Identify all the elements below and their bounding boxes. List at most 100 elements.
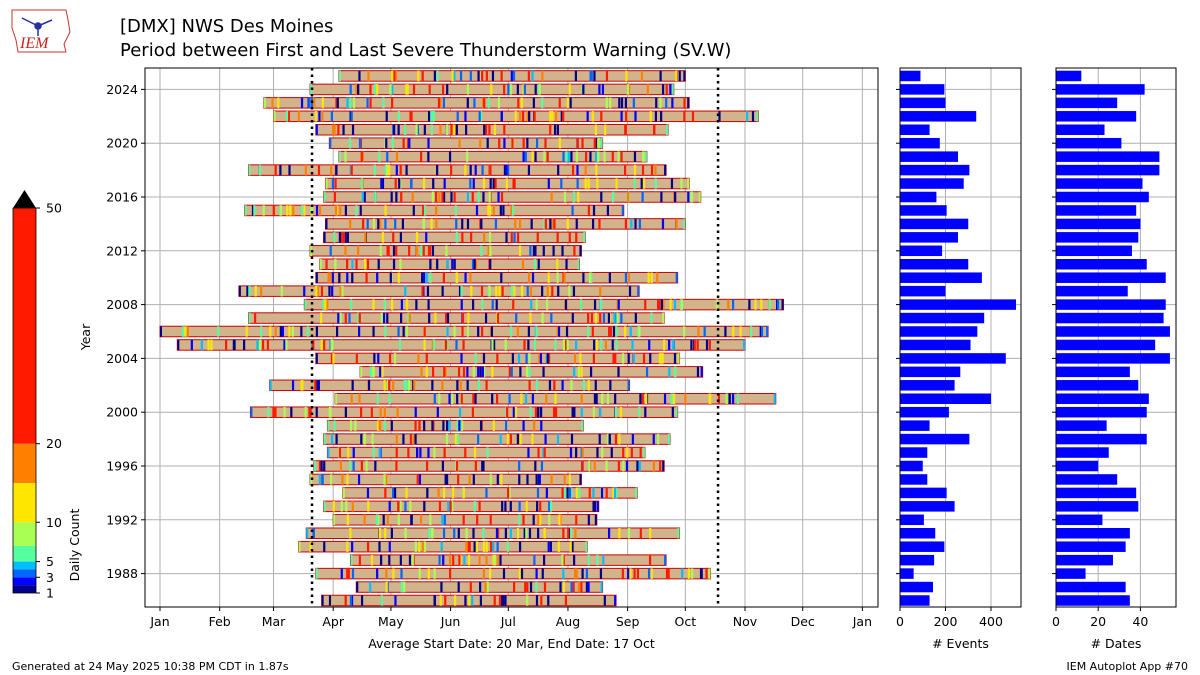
daily-count-stripe	[630, 218, 633, 230]
count-bar	[900, 285, 946, 297]
x-axis-label: # Events	[932, 636, 989, 651]
daily-count-stripe	[426, 487, 429, 499]
daily-count-stripe	[395, 245, 398, 257]
daily-count-stripe	[521, 259, 525, 270]
daily-count-stripe	[400, 568, 403, 579]
daily-count-stripe	[409, 433, 413, 445]
daily-count-stripe	[518, 245, 522, 257]
count-bar	[900, 111, 977, 122]
daily-count-stripe	[405, 326, 408, 337]
daily-count-stripe	[614, 595, 617, 606]
daily-count-stripe	[656, 272, 659, 283]
daily-count-stripe	[446, 326, 449, 337]
daily-count-stripe	[629, 568, 632, 579]
daily-count-stripe	[671, 406, 674, 418]
x-tick-label: Jan	[149, 614, 169, 629]
daily-count-stripe	[541, 568, 544, 579]
daily-count-stripe	[547, 353, 551, 364]
daily-count-stripe	[545, 393, 548, 404]
daily-count-stripe	[487, 97, 490, 109]
daily-count-stripe	[675, 70, 678, 82]
daily-count-stripe	[348, 137, 352, 149]
daily-count-stripe	[410, 514, 413, 526]
daily-count-stripe	[390, 299, 394, 310]
daily-count-stripe	[411, 191, 414, 203]
daily-count-stripe	[532, 514, 535, 526]
daily-count-stripe	[568, 528, 572, 539]
daily-count-stripe	[472, 474, 475, 485]
daily-count-stripe	[547, 541, 550, 552]
daily-count-stripe	[500, 474, 503, 485]
daily-count-stripe	[380, 595, 384, 606]
daily-count-stripe	[505, 178, 508, 189]
daily-count-stripe	[288, 326, 291, 337]
daily-count-stripe	[315, 568, 318, 579]
count-bar	[900, 124, 930, 135]
daily-count-stripe	[600, 137, 603, 149]
daily-count-stripe	[335, 97, 338, 109]
daily-count-stripe	[474, 393, 477, 404]
daily-count-stripe	[593, 137, 596, 149]
daily-count-stripe	[536, 232, 539, 243]
daily-count-stripe	[522, 111, 525, 122]
daily-count-stripe	[374, 460, 377, 472]
daily-count-stripe	[456, 393, 459, 404]
daily-count-stripe	[556, 433, 560, 445]
daily-count-stripe	[397, 501, 400, 512]
daily-count-stripe	[641, 164, 645, 176]
daily-count-stripe	[498, 137, 501, 149]
daily-count-stripe	[352, 97, 356, 109]
daily-count-stripe	[344, 205, 347, 216]
daily-count-stripe	[617, 151, 620, 162]
daily-count-stripe	[489, 259, 492, 270]
count-bar	[900, 366, 961, 378]
daily-count-stripe	[581, 447, 584, 458]
daily-count-stripe	[540, 406, 543, 418]
events-panel: 0 200 400# Events	[896, 67, 1022, 651]
daily-count-stripe	[549, 111, 552, 122]
daily-count-stripe	[652, 460, 655, 472]
daily-count-stripe	[395, 447, 398, 458]
daily-count-stripe	[352, 447, 355, 458]
daily-count-stripe	[593, 460, 596, 472]
daily-count-stripe	[571, 164, 575, 176]
daily-count-stripe	[562, 111, 565, 122]
daily-count-stripe	[379, 366, 382, 378]
daily-count-stripe	[569, 447, 573, 458]
daily-count-stripe	[549, 124, 552, 135]
daily-count-stripe	[417, 353, 420, 364]
daily-count-stripe	[571, 406, 574, 418]
daily-count-stripe	[330, 433, 334, 445]
count-bar	[900, 568, 914, 579]
daily-count-stripe	[647, 272, 650, 283]
daily-count-stripe	[469, 70, 472, 82]
logo-text: IEM	[19, 35, 50, 52]
daily-count-stripe	[612, 326, 616, 337]
count-bar	[900, 460, 923, 472]
daily-count-stripe	[462, 339, 465, 351]
daily-count-stripe	[399, 164, 402, 176]
daily-count-stripe	[355, 205, 358, 216]
count-bar	[1056, 366, 1130, 378]
period-bar	[315, 124, 669, 136]
daily-count-stripe	[596, 501, 599, 512]
daily-count-stripe	[599, 312, 602, 324]
daily-count-stripe	[519, 111, 522, 122]
daily-count-stripe	[660, 111, 663, 122]
daily-count-stripe	[628, 285, 632, 297]
daily-count-stripe	[595, 164, 598, 176]
count-bar	[1056, 595, 1130, 606]
daily-count-stripe	[615, 326, 618, 337]
daily-count-stripe	[327, 420, 330, 431]
daily-count-stripe	[668, 366, 671, 378]
daily-count-stripe	[359, 205, 362, 216]
daily-count-stripe	[505, 232, 508, 243]
daily-count-stripe	[617, 366, 620, 378]
daily-count-stripe	[329, 406, 332, 418]
x-tick-label: Nov	[733, 614, 758, 629]
daily-count-stripe	[480, 218, 483, 230]
daily-count-stripe	[561, 554, 564, 566]
daily-count-stripe	[542, 366, 545, 378]
daily-count-stripe	[314, 111, 318, 122]
daily-count-stripe	[418, 420, 421, 431]
